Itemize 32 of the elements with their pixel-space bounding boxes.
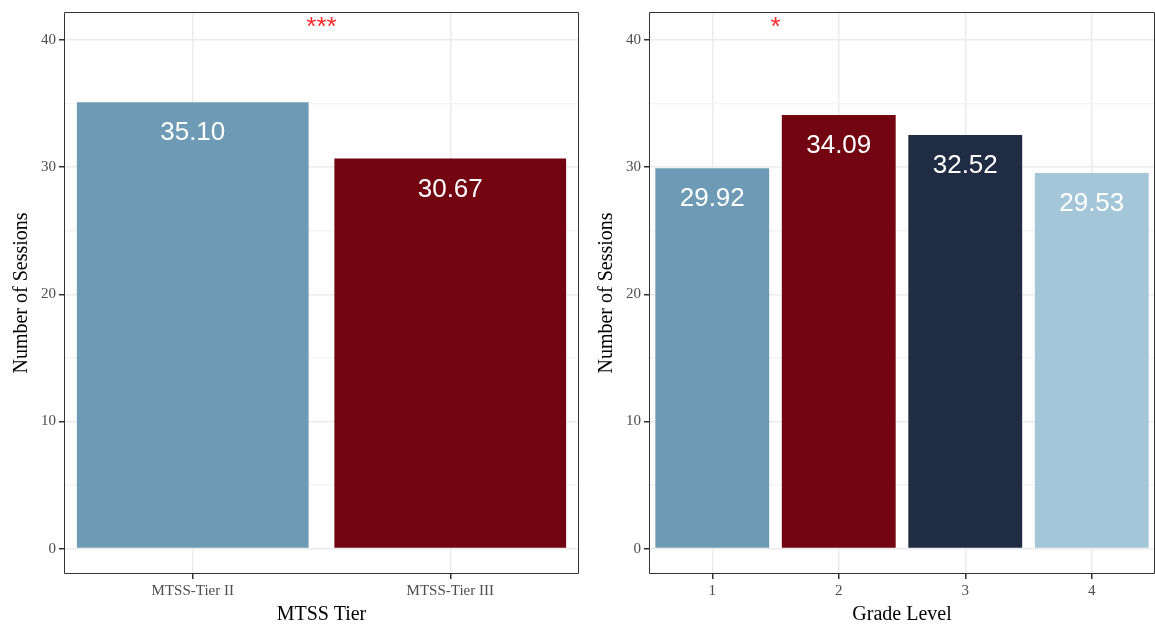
y-axis-title: Number of Sessions xyxy=(594,212,617,374)
y-tick-label: 0 xyxy=(633,539,641,556)
x-axis-title: MTSS Tier xyxy=(276,602,367,625)
x-tick-label: MTSS-Tier III xyxy=(406,581,494,598)
x-axis-title: Grade Level xyxy=(852,602,953,625)
data-label: 32.52 xyxy=(932,149,998,180)
data-label: 34.09 xyxy=(806,129,872,160)
y-tick-label: 20 xyxy=(41,285,56,302)
x-tick-label: 2 xyxy=(835,581,843,598)
annotation: * xyxy=(770,11,781,42)
bar xyxy=(1034,173,1149,548)
y-tick-label: 20 xyxy=(626,285,641,302)
y-tick-label: 30 xyxy=(41,158,56,175)
x-tick-label: 3 xyxy=(961,581,969,598)
bar xyxy=(655,168,770,548)
y-tick-label: 30 xyxy=(626,158,641,175)
y-tick-label: 10 xyxy=(41,412,56,429)
annotation: *** xyxy=(306,11,337,42)
bar xyxy=(908,135,1023,548)
x-tick-label: MTSS-Tier II xyxy=(151,581,234,598)
y-axis-title: Number of Sessions xyxy=(9,212,32,374)
bar xyxy=(781,115,896,548)
data-label: 29.53 xyxy=(1059,187,1125,218)
data-label: 30.67 xyxy=(417,172,483,203)
y-tick-label: 40 xyxy=(626,30,641,47)
x-tick-label: 1 xyxy=(708,581,716,598)
data-label: 35.10 xyxy=(160,116,226,147)
y-tick-label: 0 xyxy=(48,539,56,556)
y-tick-label: 40 xyxy=(41,30,56,47)
data-label: 29.92 xyxy=(679,182,745,213)
y-tick-label: 10 xyxy=(626,412,641,429)
x-tick-label: 4 xyxy=(1088,581,1096,598)
